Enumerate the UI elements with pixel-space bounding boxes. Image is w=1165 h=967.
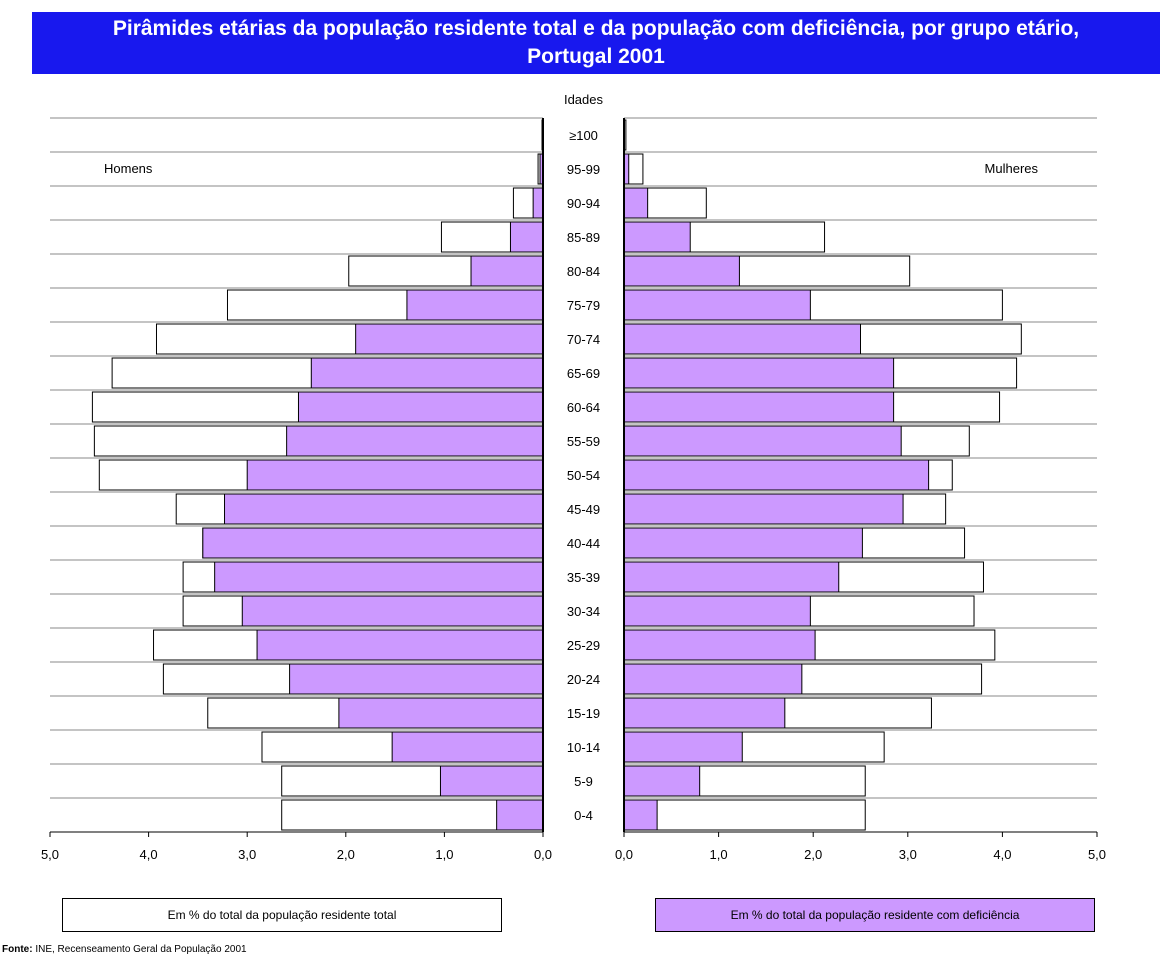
chart-title-line-1: Pirâmides etárias da população residente… <box>112 17 1080 40</box>
bar-men-deficiency <box>391 731 544 763</box>
bar-men-deficiency <box>532 187 544 219</box>
bar-men-deficiency <box>470 255 544 287</box>
bar-women-deficiency <box>623 425 902 457</box>
age-group-label: 60-64 <box>567 400 600 415</box>
age-group-label: 85-89 <box>567 230 600 245</box>
bar-men-deficiency <box>297 391 544 423</box>
bar-women-deficiency <box>623 629 816 661</box>
bar-men-deficiency <box>256 629 544 661</box>
age-group-label: 10-14 <box>567 740 600 755</box>
bar-women-deficiency <box>623 255 740 287</box>
bar-women-deficiency <box>623 731 743 763</box>
x-tick-label-right: 1,0 <box>710 847 728 862</box>
bar-men-deficiency <box>406 289 544 321</box>
bar-women-deficiency <box>623 561 840 593</box>
legend-disabled-population: Em % do total da população residente com… <box>655 898 1095 932</box>
bar-women-total <box>623 799 866 831</box>
age-group-label: 90-94 <box>567 196 600 211</box>
age-group-label: 35-39 <box>567 570 600 585</box>
women-panel-label: Mulheres <box>985 161 1039 176</box>
bar-men-deficiency <box>509 221 544 253</box>
bar-women-deficiency <box>623 527 863 559</box>
source-prefix: Fonte: <box>2 944 33 955</box>
x-tick-label-left: 0,0 <box>534 847 552 862</box>
bar-women-deficiency <box>623 663 803 695</box>
x-tick-label-left: 2,0 <box>337 847 355 862</box>
x-tick-label-right: 5,0 <box>1088 847 1106 862</box>
bar-men-deficiency <box>310 357 544 389</box>
age-group-label: 55-59 <box>567 434 600 449</box>
x-tick-label-right: 0,0 <box>615 847 633 862</box>
bar-women-deficiency <box>623 323 861 355</box>
bar-women-deficiency <box>623 697 786 729</box>
bar-men-deficiency <box>202 527 544 559</box>
age-group-label: 15-19 <box>567 706 600 721</box>
age-group-label: 45-49 <box>567 502 600 517</box>
bar-men-deficiency <box>214 561 544 593</box>
legend-deficiency-label: Em % do total da população residente com… <box>730 908 1020 922</box>
bar-women-deficiency <box>623 391 895 423</box>
x-tick-label-left: 1,0 <box>435 847 453 862</box>
x-tick-label-left: 4,0 <box>140 847 158 862</box>
age-group-label: 30-34 <box>567 604 600 619</box>
legend-total-label: Em % do total da população residente tot… <box>167 908 397 922</box>
bar-men-deficiency <box>286 425 544 457</box>
bar-women-deficiency <box>623 187 649 219</box>
bar-men-deficiency <box>289 663 544 695</box>
bar-men-deficiency <box>355 323 544 355</box>
bar-men-deficiency <box>338 697 544 729</box>
chart-title-line-2: Portugal 2001 <box>527 45 665 68</box>
bar-women-deficiency <box>623 289 811 321</box>
age-group-label: 20-24 <box>567 672 600 687</box>
age-group-label: 65-69 <box>567 366 600 381</box>
bar-men-deficiency <box>439 765 544 797</box>
x-tick-label-right: 2,0 <box>804 847 822 862</box>
legend-total-population: Em % do total da população residente tot… <box>62 898 502 932</box>
x-tick-label-right: 3,0 <box>899 847 917 862</box>
age-group-label: 75-79 <box>567 298 600 313</box>
age-group-label: 50-54 <box>567 468 600 483</box>
bar-women-deficiency <box>623 799 658 831</box>
bar-women-deficiency <box>623 765 701 797</box>
bar-men-deficiency <box>241 595 544 627</box>
bar-men-deficiency <box>496 799 544 831</box>
age-group-label: ≥100 <box>569 128 598 143</box>
x-tick-label-right: 4,0 <box>993 847 1011 862</box>
men-panel-label: Homens <box>104 161 153 176</box>
bar-women-deficiency <box>623 595 811 627</box>
bar-women-deficiency <box>623 459 930 491</box>
bar-men-deficiency <box>224 493 544 525</box>
age-group-label: 95-99 <box>567 162 600 177</box>
age-group-label: 70-74 <box>567 332 600 347</box>
source-note: Fonte: INE, Recenseamento Geral da Popul… <box>2 944 247 955</box>
age-group-label: 25-29 <box>567 638 600 653</box>
age-group-label: 40-44 <box>567 536 600 551</box>
bar-women-deficiency <box>623 357 895 389</box>
x-tick-label-left: 3,0 <box>238 847 256 862</box>
bar-men-deficiency <box>246 459 544 491</box>
age-axis-label: Idades <box>564 92 604 107</box>
age-group-label: 80-84 <box>567 264 600 279</box>
age-group-label: 0-4 <box>574 808 593 823</box>
bar-women-deficiency <box>623 221 691 253</box>
chart-title-banner: Pirâmides etárias da população residente… <box>32 12 1160 74</box>
bar-women-deficiency <box>623 493 904 525</box>
x-tick-label-left: 5,0 <box>41 847 59 862</box>
age-group-label: 5-9 <box>574 774 593 789</box>
source-text: INE, Recenseamento Geral da População 20… <box>32 944 247 955</box>
